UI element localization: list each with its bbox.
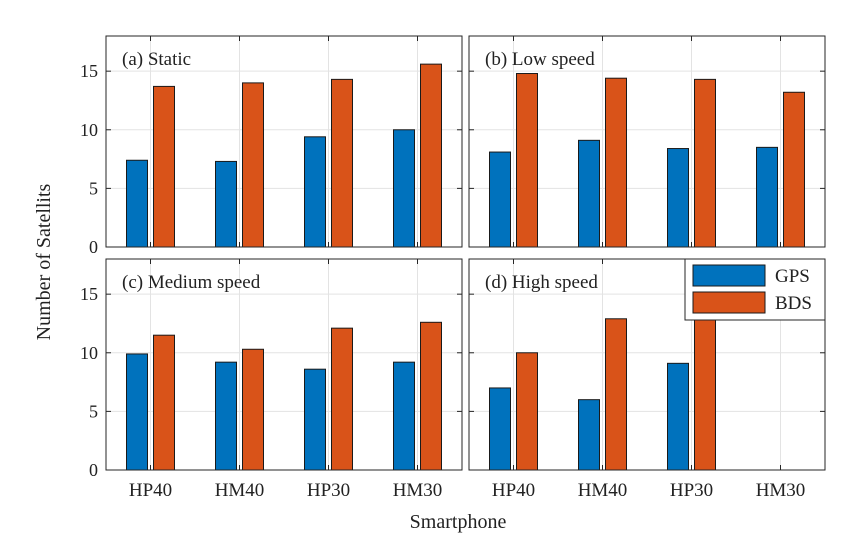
x-tick-label: HP40: [492, 480, 535, 501]
panel-title: (c) Medium speed: [122, 272, 261, 293]
bar-bds-hm40: [242, 348, 264, 471]
y-tick-label: 0: [89, 460, 98, 480]
panel-1: 0 5 10 15 (a) Static: [80, 35, 463, 257]
panel-3: 0 5 10 15 HP40 HM40 HP30 HM30 (c) Medium speed: [80, 258, 463, 501]
bar-gps-hm40: [215, 361, 237, 471]
panel-4: HP40 HM40 HP30 HM30 (d) High speed GPS BDS: [468, 258, 826, 501]
bar-bds-hm40: [605, 318, 627, 471]
bar-gps-hp30: [304, 368, 326, 471]
panel-2: (b) Low speed: [468, 35, 826, 248]
bar-gps-hm40: [215, 160, 237, 248]
panel-title: (d) High speed: [485, 272, 598, 293]
bar-bds-hp40: [153, 85, 175, 248]
legend: GPS BDS: [684, 258, 826, 321]
legend-label-bds: BDS: [775, 293, 812, 314]
x-tick-label: HP40: [129, 480, 172, 501]
bar-gps-hm30: [393, 361, 415, 471]
bar-gps-hp40: [489, 387, 511, 471]
bar-gps-hp40: [489, 151, 511, 248]
bar-gps-hp30: [667, 148, 689, 248]
y-tick-label: 5: [89, 178, 98, 198]
legend-label-gps: GPS: [775, 266, 810, 287]
bar-bds-hp30: [331, 327, 353, 471]
bar-gps-hm40: [578, 139, 600, 248]
bar-gps-hm40: [578, 399, 600, 471]
panel-title: (a) Static: [122, 49, 191, 70]
bar-bds-hp30: [694, 78, 716, 248]
bar-gps-hp40: [126, 353, 148, 471]
y-tick-label: 5: [89, 401, 98, 421]
axes-box: [468, 258, 826, 471]
axes-box: [468, 35, 826, 248]
bar-bds-hp30: [694, 308, 716, 471]
x-tick-label: HM30: [756, 480, 806, 501]
bar-bds-hm30: [420, 321, 442, 471]
bar-gps-hp40: [126, 159, 148, 248]
bar-bds-hp40: [516, 73, 538, 248]
bar-bds-hp40: [153, 334, 175, 471]
bar-bds-hp40: [516, 352, 538, 471]
y-tick-label: 15: [80, 284, 98, 304]
x-tick-label: HP30: [670, 480, 713, 501]
bar-bds-hm30: [783, 91, 805, 248]
y-tick-label: 15: [80, 61, 98, 81]
x-axis-label: Smartphone: [410, 511, 507, 533]
bar-gps-hm30: [756, 146, 778, 248]
x-tick-label: HM30: [393, 480, 443, 501]
y-tick-label: 0: [89, 237, 98, 257]
panel-title: (b) Low speed: [485, 49, 595, 70]
bar-bds-hp30: [331, 78, 353, 248]
bar-gps-hp30: [667, 362, 689, 471]
bar-gps-hp30: [304, 136, 326, 248]
legend-swatch-gps: [692, 264, 766, 287]
legend-swatch-bds: [692, 291, 766, 314]
y-axis-label: Number of Satellits: [33, 183, 55, 340]
x-tick-label: HM40: [578, 480, 628, 501]
bar-gps-hm30: [393, 129, 415, 248]
axes-box: [105, 258, 463, 471]
bar-bds-hm40: [242, 82, 264, 248]
bar-bds-hm30: [420, 63, 442, 248]
x-tick-label: HM40: [215, 480, 265, 501]
x-tick-label: HP30: [307, 480, 350, 501]
y-tick-label: 10: [80, 120, 98, 140]
bar-bds-hm40: [605, 77, 627, 248]
axes-box: [105, 35, 463, 248]
y-tick-label: 10: [80, 343, 98, 363]
